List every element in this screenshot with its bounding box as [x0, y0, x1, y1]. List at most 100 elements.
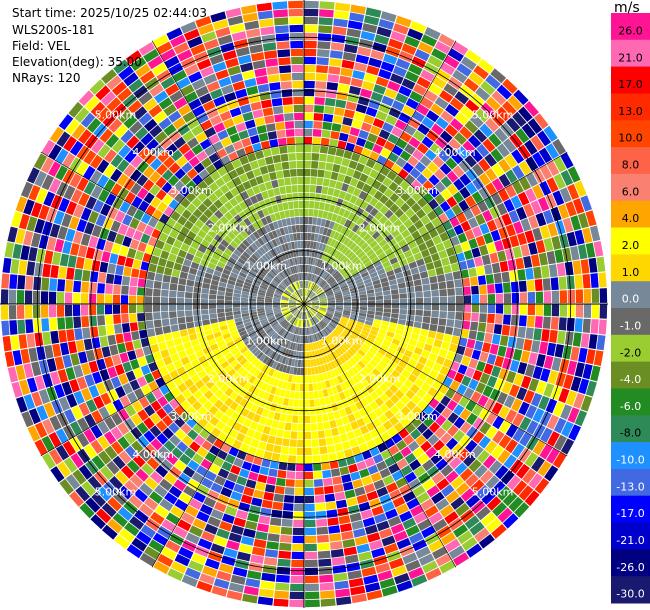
range-gate	[329, 50, 343, 59]
range-gate	[499, 420, 512, 434]
range-gate	[550, 206, 562, 222]
range-gate	[290, 383, 296, 391]
range-gate	[315, 502, 326, 511]
range-gate	[96, 508, 112, 524]
range-gate	[143, 225, 154, 236]
range-gate	[378, 360, 388, 369]
range-gate	[286, 314, 293, 320]
range-gate	[60, 342, 70, 356]
range-gate	[324, 288, 332, 293]
range-gate	[492, 430, 505, 444]
colorbar-swatch	[611, 468, 650, 497]
range-gate	[323, 236, 330, 245]
range-gate	[290, 48, 304, 57]
range-gate	[334, 580, 349, 590]
range-gate	[491, 402, 503, 415]
range-gate	[31, 391, 43, 407]
range-gate	[264, 156, 274, 165]
range-gate	[417, 518, 432, 531]
range-gate	[425, 567, 442, 581]
range-gate	[332, 249, 339, 257]
range-gate	[475, 235, 486, 247]
range-gate	[201, 157, 212, 169]
range-gate	[119, 352, 129, 364]
range-gate	[210, 239, 220, 248]
range-gate	[309, 193, 316, 201]
range-gate	[410, 267, 419, 275]
range-gate	[350, 289, 358, 294]
range-gate	[406, 344, 416, 353]
range-gate	[314, 201, 320, 210]
range-gate	[463, 453, 476, 467]
range-gate	[353, 528, 366, 538]
range-gate	[103, 178, 116, 192]
range-gate	[437, 150, 450, 163]
range-gate	[343, 294, 351, 298]
range-gate	[311, 307, 318, 311]
range-gate	[361, 450, 372, 460]
range-gate	[209, 115, 222, 126]
range-gate	[73, 316, 82, 329]
range-gate	[41, 157, 55, 174]
range-gate	[565, 390, 578, 406]
range-gate	[137, 241, 147, 253]
range-ring-label: 2.00km	[359, 372, 401, 385]
range-gate	[106, 460, 120, 475]
range-gate	[241, 291, 250, 296]
range-gate	[263, 278, 271, 284]
range-gate	[302, 312, 304, 320]
range-gate	[431, 123, 444, 136]
range-gate	[162, 243, 173, 253]
range-gate	[102, 112, 117, 128]
range-gate	[460, 241, 471, 252]
range-gate	[87, 117, 102, 133]
range-gate	[245, 479, 257, 489]
range-gate	[362, 23, 378, 34]
range-gate	[258, 200, 267, 209]
range-gate	[190, 240, 200, 250]
range-gate	[168, 304, 177, 312]
range-gate	[422, 180, 434, 192]
range-gate	[455, 502, 470, 517]
range-gate	[330, 342, 337, 351]
range-gate	[225, 311, 233, 317]
range-gate	[188, 156, 200, 168]
range-gate	[240, 190, 250, 201]
range-gate	[346, 323, 355, 329]
range-gate	[20, 181, 34, 198]
range-gate	[321, 462, 331, 471]
range-gate	[248, 562, 263, 572]
range-gate	[333, 329, 341, 336]
range-gate	[398, 168, 409, 180]
range-gate	[275, 289, 283, 295]
range-gate	[324, 263, 330, 271]
range-gate	[363, 323, 372, 330]
range-gate	[360, 509, 373, 520]
range-gate	[174, 499, 188, 512]
range-gate	[217, 316, 226, 323]
range-gate	[430, 452, 443, 465]
range-gate	[277, 396, 284, 405]
range-gate	[361, 271, 369, 278]
range-gate	[580, 395, 593, 412]
range-gate	[253, 349, 262, 357]
range-gate	[494, 465, 509, 480]
range-gate	[273, 412, 281, 421]
range-gate	[304, 96, 315, 105]
range-gate	[466, 338, 476, 349]
range-gate	[511, 149, 525, 164]
range-gate	[469, 114, 484, 128]
range-ring-label: 1.00km	[321, 259, 363, 272]
range-gate	[519, 292, 528, 304]
range-gate	[418, 226, 428, 236]
range-gate	[304, 40, 317, 49]
range-gate	[8, 289, 17, 304]
range-gate	[97, 435, 110, 450]
range-gate	[445, 490, 460, 504]
range-gate	[91, 410, 104, 424]
range-gate	[294, 128, 304, 137]
range-gate	[309, 309, 315, 316]
range-gate	[489, 252, 499, 264]
range-gate	[282, 321, 288, 328]
range-gate	[559, 304, 568, 317]
